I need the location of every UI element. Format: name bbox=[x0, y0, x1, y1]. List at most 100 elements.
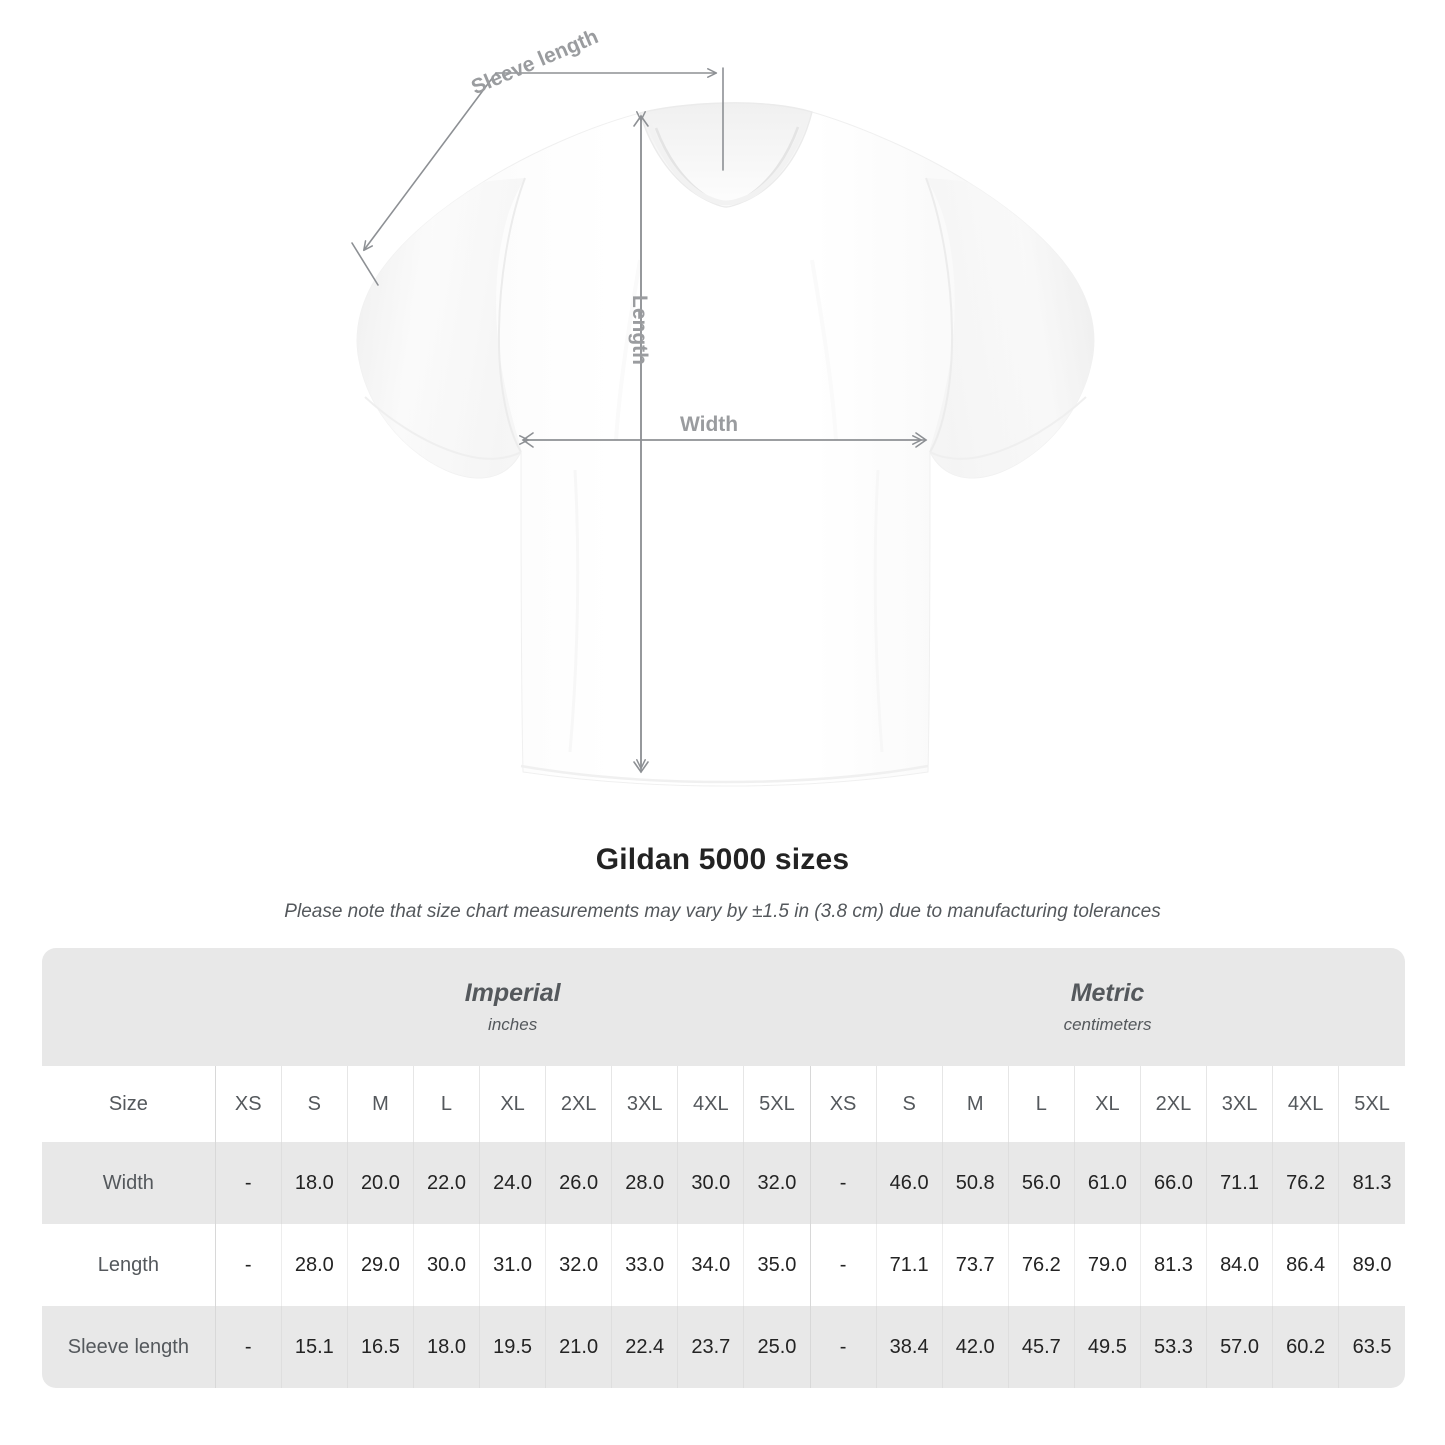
width-metric-l: 56.0 bbox=[1007, 1142, 1075, 1224]
width-imperial-xs: - bbox=[214, 1142, 282, 1224]
length-metric-xl: 79.0 bbox=[1073, 1224, 1141, 1306]
length-imperial-4xl: 34.0 bbox=[677, 1224, 744, 1306]
unit-sub-imperial: inches bbox=[488, 1015, 538, 1034]
sleeve-imperial-3xl: 22.4 bbox=[611, 1306, 678, 1388]
size-chart-table: Imperial inches Metric centimeters Size … bbox=[42, 948, 1405, 1388]
length-imperial-5xl: 35.0 bbox=[743, 1224, 811, 1306]
size-header-imperial-xs: XS bbox=[214, 1066, 282, 1142]
size-header-metric-m: M bbox=[941, 1066, 1009, 1142]
sleeve-metric-m: 42.0 bbox=[941, 1306, 1009, 1388]
unit-section-metric: Metric centimeters bbox=[810, 948, 1405, 1066]
sleeve-metric-5xl: 63.5 bbox=[1338, 1306, 1405, 1388]
width-imperial-s: 18.0 bbox=[280, 1142, 348, 1224]
tolerance-note: Please note that size chart measurements… bbox=[284, 901, 1161, 922]
width-imperial-3xl: 28.0 bbox=[611, 1142, 678, 1224]
unit-name-metric: Metric bbox=[1070, 979, 1145, 1007]
width-metric-5xl: 81.3 bbox=[1338, 1142, 1405, 1224]
length-metric-2xl: 81.3 bbox=[1139, 1224, 1207, 1306]
tshirt-illustration bbox=[351, 67, 1095, 787]
row-label-length: Length bbox=[42, 1224, 216, 1306]
unit-band-row: Imperial inches Metric centimeters bbox=[42, 948, 1405, 1066]
sleeve-metric-xl: 49.5 bbox=[1073, 1306, 1141, 1388]
size-header-imperial-2xl: 2XL bbox=[545, 1066, 612, 1142]
sleeve-metric-xs: - bbox=[809, 1306, 877, 1388]
size-header-metric-l: L bbox=[1007, 1066, 1075, 1142]
length-imperial-3xl: 33.0 bbox=[611, 1224, 678, 1306]
length-metric-m: 73.7 bbox=[941, 1224, 1009, 1306]
length-imperial-2xl: 32.0 bbox=[545, 1224, 612, 1306]
sleeve-imperial-xl: 19.5 bbox=[479, 1306, 546, 1388]
size-header-metric-5xl: 5XL bbox=[1338, 1066, 1405, 1142]
unit-band-spacer bbox=[42, 948, 216, 1066]
length-metric-l: 76.2 bbox=[1007, 1224, 1075, 1306]
width-metric-xs: - bbox=[809, 1142, 877, 1224]
width-imperial-xl: 24.0 bbox=[479, 1142, 546, 1224]
size-header-label: Size bbox=[42, 1066, 216, 1142]
length-imperial-xl: 31.0 bbox=[479, 1224, 546, 1306]
size-header-metric-s: S bbox=[875, 1066, 943, 1142]
length-imperial-xs: - bbox=[214, 1224, 282, 1306]
sleeve-metric-l: 45.7 bbox=[1007, 1306, 1075, 1388]
sleeve-metric-s: 38.4 bbox=[875, 1306, 943, 1388]
size-header-imperial-3xl: 3XL bbox=[611, 1066, 678, 1142]
size-chart-table-wrapper: Imperial inches Metric centimeters Size … bbox=[42, 948, 1405, 1388]
width-metric-2xl: 66.0 bbox=[1139, 1142, 1207, 1224]
width-imperial-4xl: 30.0 bbox=[677, 1142, 744, 1224]
length-imperial-s: 28.0 bbox=[280, 1224, 348, 1306]
sleeve-length-dimension bbox=[351, 67, 724, 286]
unit-section-imperial: Imperial inches bbox=[215, 948, 811, 1066]
size-header-imperial-m: M bbox=[346, 1066, 414, 1142]
sleeve-metric-4xl: 60.2 bbox=[1272, 1306, 1339, 1388]
length-metric-3xl: 84.0 bbox=[1205, 1224, 1273, 1306]
sleeve-imperial-m: 16.5 bbox=[346, 1306, 414, 1388]
length-metric-s: 71.1 bbox=[875, 1224, 943, 1306]
size-header-metric-4xl: 4XL bbox=[1272, 1066, 1339, 1142]
table-row-width: Width - 18.0 20.0 22.0 24.0 26.0 28.0 30… bbox=[42, 1142, 1405, 1224]
width-metric-xl: 61.0 bbox=[1073, 1142, 1141, 1224]
size-header-imperial-s: S bbox=[280, 1066, 348, 1142]
sleeve-metric-3xl: 57.0 bbox=[1205, 1306, 1273, 1388]
length-metric-5xl: 89.0 bbox=[1338, 1224, 1405, 1306]
width-label: Width bbox=[680, 413, 739, 436]
size-header-metric-xl: XL bbox=[1073, 1066, 1141, 1142]
width-metric-m: 50.8 bbox=[941, 1142, 1009, 1224]
sleeve-imperial-4xl: 23.7 bbox=[677, 1306, 744, 1388]
page-title: Gildan 5000 sizes bbox=[595, 843, 850, 876]
size-header-metric-2xl: 2XL bbox=[1139, 1066, 1207, 1142]
tshirt-diagram: Sleeve length Length Width bbox=[351, 25, 1095, 787]
sleeve-imperial-s: 15.1 bbox=[280, 1306, 348, 1388]
table-row-sleeve-length: Sleeve length - 15.1 16.5 18.0 19.5 21.0… bbox=[42, 1306, 1405, 1388]
sleeve-imperial-2xl: 21.0 bbox=[545, 1306, 612, 1388]
tshirt-body bbox=[356, 102, 1095, 787]
row-label-width: Width bbox=[42, 1142, 216, 1224]
width-metric-4xl: 76.2 bbox=[1272, 1142, 1339, 1224]
length-imperial-m: 29.0 bbox=[346, 1224, 414, 1306]
table-row-length: Length - 28.0 29.0 30.0 31.0 32.0 33.0 3… bbox=[42, 1224, 1405, 1306]
size-header-imperial-l: L bbox=[412, 1066, 480, 1142]
width-imperial-5xl: 32.0 bbox=[743, 1142, 811, 1224]
unit-sub-metric: centimeters bbox=[1063, 1015, 1152, 1034]
length-arrowheads bbox=[633, 114, 649, 774]
row-label-sleeve-length: Sleeve length bbox=[42, 1306, 216, 1388]
sleeve-imperial-l: 18.0 bbox=[412, 1306, 480, 1388]
size-header-metric-xs: XS bbox=[809, 1066, 877, 1142]
width-imperial-2xl: 26.0 bbox=[545, 1142, 612, 1224]
unit-name-imperial: Imperial bbox=[464, 979, 561, 1007]
chart-heading-block: Gildan 5000 sizes Please note that size … bbox=[0, 843, 1445, 923]
width-metric-3xl: 71.1 bbox=[1205, 1142, 1273, 1224]
width-imperial-m: 20.0 bbox=[346, 1142, 414, 1224]
width-metric-s: 46.0 bbox=[875, 1142, 943, 1224]
length-label: Length bbox=[628, 295, 651, 365]
size-header-imperial-xl: XL bbox=[479, 1066, 546, 1142]
sleeve-imperial-xs: - bbox=[214, 1306, 282, 1388]
size-header-metric-3xl: 3XL bbox=[1205, 1066, 1273, 1142]
width-arrowheads bbox=[521, 432, 928, 448]
length-metric-4xl: 86.4 bbox=[1272, 1224, 1339, 1306]
size-header-imperial-4xl: 4XL bbox=[677, 1066, 744, 1142]
size-header-imperial-5xl: 5XL bbox=[743, 1066, 811, 1142]
length-imperial-l: 30.0 bbox=[412, 1224, 480, 1306]
length-metric-xs: - bbox=[809, 1224, 877, 1306]
sleeve-metric-2xl: 53.3 bbox=[1139, 1306, 1207, 1388]
width-imperial-l: 22.0 bbox=[412, 1142, 480, 1224]
size-header-row: Size XS S M L XL 2XL 3XL 4XL 5XL XS S M … bbox=[42, 1066, 1405, 1142]
